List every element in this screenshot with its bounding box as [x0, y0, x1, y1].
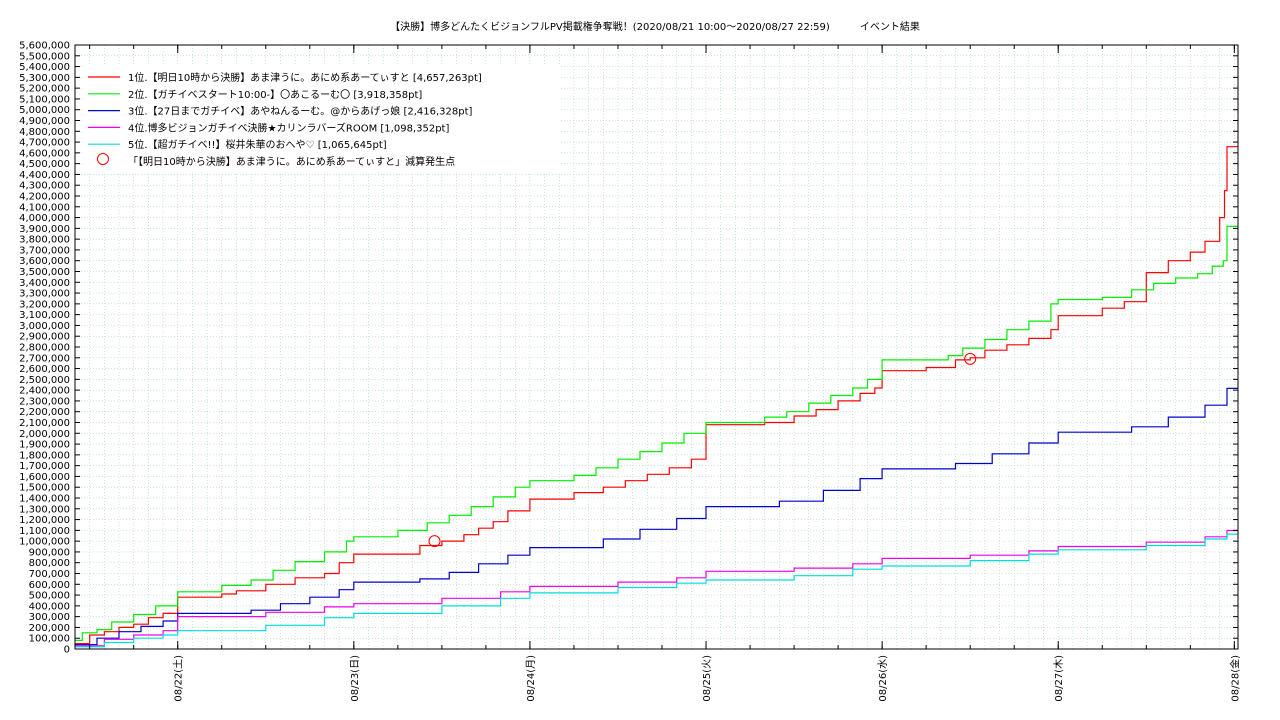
- y-tick-label: 3,600,000: [19, 256, 70, 267]
- y-tick-label: 1,900,000: [19, 440, 70, 451]
- y-tick-label: 2,900,000: [19, 332, 70, 343]
- y-tick-label: 900,000: [29, 547, 70, 558]
- axes: 0100,000200,000300,000400,000500,000600,…: [19, 41, 1241, 702]
- x-tick-label: 08/28(金): [1228, 655, 1241, 702]
- series-lines: [75, 146, 1238, 648]
- y-tick-label: 5,300,000: [19, 73, 70, 84]
- x-tick-label: 08/25(火): [701, 655, 713, 702]
- legend-entry: 1位.【明日10時から決勝】あま津うに。あにめ系あーてぃすと [4,657,26…: [128, 71, 482, 84]
- y-tick-label: 1,500,000: [19, 483, 70, 494]
- y-tick-label: 5,000,000: [19, 105, 70, 116]
- y-tick-label: 100,000: [29, 634, 70, 645]
- series-line-4: [75, 529, 1238, 647]
- y-tick-label: 2,500,000: [19, 375, 70, 386]
- chart-title: 【決勝】博多どんたくビジョンフルPV掲載権争奪戦！(2020/08/21 10:…: [390, 20, 920, 33]
- y-tick-label: 1,600,000: [19, 472, 70, 483]
- y-tick-label: 2,300,000: [19, 396, 70, 407]
- decrement-marker: [964, 352, 977, 365]
- y-tick-label: 4,900,000: [19, 116, 70, 127]
- series-line-3: [75, 387, 1238, 646]
- legend-box: [82, 66, 560, 174]
- y-tick-label: 3,300,000: [19, 289, 70, 300]
- y-tick-label: 300,000: [29, 612, 70, 623]
- y-tick-label: 0: [64, 645, 70, 656]
- y-tick-label: 2,000,000: [19, 429, 70, 440]
- y-tick-label: 2,100,000: [19, 418, 70, 429]
- y-tick-label: 1,000,000: [19, 537, 70, 548]
- y-tick-label: 3,400,000: [19, 278, 70, 289]
- y-tick-label: 4,500,000: [19, 159, 70, 170]
- y-tick-label: 4,200,000: [19, 192, 70, 203]
- y-tick-label: 200,000: [29, 623, 70, 634]
- y-tick-label: 600,000: [29, 580, 70, 591]
- y-tick-label: 2,800,000: [19, 343, 70, 354]
- x-tick-label: 08/26(水): [877, 655, 889, 702]
- y-tick-label: 4,600,000: [19, 148, 70, 159]
- y-tick-label: 700,000: [29, 569, 70, 580]
- y-tick-label: 5,100,000: [19, 94, 70, 105]
- y-tick-label: 2,400,000: [19, 386, 70, 397]
- y-tick-label: 3,000,000: [19, 321, 70, 332]
- decrement-marker: [428, 535, 441, 548]
- x-tick-label: 08/24(月): [525, 655, 537, 702]
- x-tick-label: 08/22(土): [172, 655, 185, 702]
- y-tick-label: 2,200,000: [19, 407, 70, 418]
- y-tick-label: 1,300,000: [19, 504, 70, 515]
- y-tick-label: 4,800,000: [19, 127, 70, 138]
- y-tick-label: 3,200,000: [19, 299, 70, 310]
- y-tick-label: 2,700,000: [19, 353, 70, 364]
- y-tick-label: 4,000,000: [19, 213, 70, 224]
- legend-entry: 2位.【ガチイベスタート10:00-】〇あこるーむ〇 [3,918,358pt]: [128, 88, 422, 101]
- y-tick-label: 1,200,000: [19, 515, 70, 526]
- y-tick-label: 1,800,000: [19, 450, 70, 461]
- y-tick-label: 4,300,000: [19, 181, 70, 192]
- y-tick-label: 5,400,000: [19, 62, 70, 73]
- legend-entry: 5位.【超ガチイベ!!】桜井朱華のおへや♡ [1,065,645pt]: [128, 138, 387, 151]
- legend: 1位.【明日10時から決勝】あま津うに。あにめ系あーてぃすと [4,657,26…: [82, 66, 560, 174]
- y-tick-label: 1,100,000: [19, 526, 70, 537]
- y-tick-label: 5,600,000: [19, 41, 70, 52]
- y-tick-label: 5,200,000: [19, 84, 70, 95]
- y-tick-label: 800,000: [29, 558, 70, 569]
- y-tick-label: 5,500,000: [19, 51, 70, 62]
- legend-entry: 「【明日10時から決勝】あま津うに。あにめ系あーてぃすと」減算発生点: [128, 155, 455, 168]
- y-tick-label: 3,900,000: [19, 224, 70, 235]
- y-tick-label: 4,400,000: [19, 170, 70, 181]
- legend-entry: 3位.【27日までガチイベ】あやねんるーむ。@からあげっ娘 [2,416,328…: [128, 105, 473, 118]
- y-tick-label: 4,100,000: [19, 202, 70, 213]
- y-tick-label: 2,600,000: [19, 364, 70, 375]
- x-tick-label: 08/27(木): [1053, 655, 1065, 702]
- decrement-markers: [428, 352, 977, 548]
- y-tick-label: 400,000: [29, 601, 70, 612]
- x-tick-label: 08/23(日): [350, 655, 361, 702]
- y-tick-label: 1,700,000: [19, 461, 70, 472]
- y-tick-label: 1,400,000: [19, 494, 70, 505]
- y-tick-label: 4,700,000: [19, 138, 70, 149]
- y-tick-label: 3,700,000: [19, 245, 70, 256]
- legend-marker-swatch: [97, 153, 109, 165]
- series-line-1: [75, 146, 1238, 645]
- y-tick-label: 3,800,000: [19, 235, 70, 246]
- series-line-2: [75, 225, 1238, 641]
- y-tick-label: 500,000: [29, 591, 70, 602]
- series-line-5: [75, 533, 1238, 648]
- y-tick-label: 3,100,000: [19, 310, 70, 321]
- legend-entry: 4位.博多ビジョンガチイベ決勝★カリンラバーズROOM [1,098,352pt…: [128, 121, 449, 134]
- y-tick-label: 3,500,000: [19, 267, 70, 278]
